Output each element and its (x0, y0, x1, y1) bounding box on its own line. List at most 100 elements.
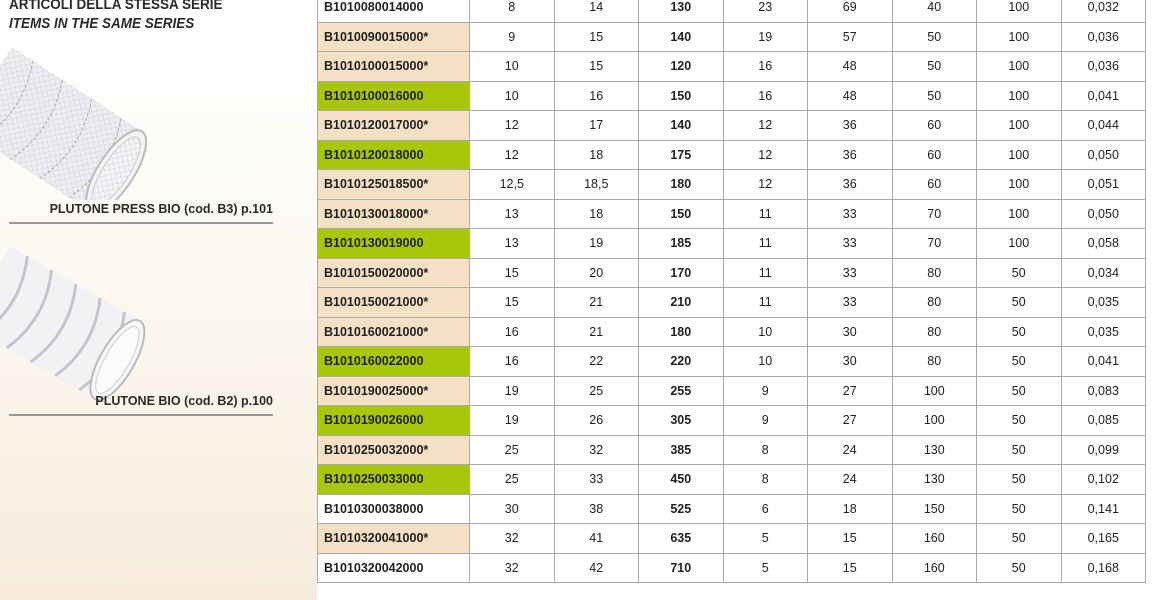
table-cell: 11 (722, 198, 808, 229)
table-cell: 175 (638, 139, 724, 170)
table-cell: 25 (469, 434, 555, 465)
table-row: B1010120018000 12 18 175 12 36 60 100 0,050 (317, 139, 1146, 170)
table-cell: 185 (638, 228, 724, 259)
table-cell: 25 (553, 375, 639, 406)
table-cell: 100 (976, 228, 1062, 259)
table-cell: 100 (976, 80, 1062, 111)
table-cell: 12 (722, 169, 808, 200)
table-cell: 9 (722, 405, 808, 436)
product-caption[interactable]: PLUTONE BIO (cod. B2) p.100 (95, 394, 273, 408)
table-cell: 255 (638, 375, 724, 406)
table-cell: 36 (807, 139, 893, 170)
table-cell: 33 (807, 257, 893, 288)
spiral-hose-image[interactable] (0, 240, 170, 400)
table-cell: 27 (807, 405, 893, 436)
table-cell: 17 (553, 110, 639, 141)
table-cell: 50 (891, 21, 977, 52)
table-cell: 25 (469, 464, 555, 495)
table-cell: 9 (469, 21, 555, 52)
article-code: B1010160021000* (317, 316, 470, 347)
table-row: B1010300038000 30 38 525 6 18 150 50 0,141 (317, 493, 1146, 524)
divider (9, 414, 273, 416)
table-cell: 50 (976, 316, 1062, 347)
table-cell: 180 (638, 316, 724, 347)
article-code: B1010190025000* (317, 375, 470, 406)
table-cell: 5 (722, 552, 808, 583)
section-title-english: ITEMS IN THE SAME SERIES (9, 15, 195, 32)
table-cell: 15 (553, 21, 639, 52)
table-cell: 13 (469, 198, 555, 229)
table-cell: 0,051 (1060, 169, 1146, 200)
table-cell: 450 (638, 464, 724, 495)
table-cell: 0,035 (1060, 287, 1146, 318)
table-cell: 19 (722, 21, 808, 52)
table-cell: 24 (807, 434, 893, 465)
table-row: B1010150020000* 15 20 170 11 33 80 50 0,034 (317, 257, 1146, 288)
article-code: B1010320042000 (317, 552, 470, 583)
table-cell: 305 (638, 405, 724, 436)
table-cell: 100 (976, 0, 1062, 23)
table-cell: 50 (976, 257, 1062, 288)
table-cell: 140 (638, 110, 724, 141)
table-cell: 50 (976, 375, 1062, 406)
table-cell: 15 (469, 257, 555, 288)
table-cell: 16 (469, 316, 555, 347)
table-cell: 0,058 (1060, 228, 1146, 259)
table-cell: 100 (976, 198, 1062, 229)
table-row: B1010120017000* 12 17 140 12 36 60 100 0,044 (317, 110, 1146, 141)
table-cell: 160 (891, 552, 977, 583)
table-cell: 0,085 (1060, 405, 1146, 436)
table-row: B1010100015000* 10 15 120 16 48 50 100 0,036 (317, 51, 1146, 82)
table-cell: 12 (722, 139, 808, 170)
article-code: B1010190026000 (317, 405, 470, 436)
table-row: B1010130018000* 13 18 150 11 33 70 100 0,050 (317, 198, 1146, 229)
table-cell: 15 (807, 523, 893, 554)
article-code: B1010090015000* (317, 21, 470, 52)
table-cell: 0,034 (1060, 257, 1146, 288)
table-cell: 80 (891, 316, 977, 347)
article-code: B1010120017000* (317, 110, 470, 141)
table-cell: 18 (807, 493, 893, 524)
article-code: B1010080014000 (317, 0, 470, 23)
braided-hose-image[interactable] (0, 35, 170, 200)
table-cell: 0,165 (1060, 523, 1146, 554)
table-cell: 140 (638, 21, 724, 52)
table-cell: 385 (638, 434, 724, 465)
table-cell: 130 (891, 464, 977, 495)
table-cell: 18 (553, 198, 639, 229)
section-title-italian: ARTICOLI DELLA STESSA SERIE (9, 0, 223, 13)
article-code: B1010130018000* (317, 198, 470, 229)
table-cell: 26 (553, 405, 639, 436)
table-cell: 10 (469, 51, 555, 82)
table-cell: 60 (891, 139, 977, 170)
table-cell: 130 (891, 434, 977, 465)
table-cell: 0,050 (1060, 139, 1146, 170)
article-code: B1010250033000 (317, 464, 470, 495)
table-cell: 10 (469, 80, 555, 111)
table-cell: 635 (638, 523, 724, 554)
article-code: B1010300038000 (317, 493, 470, 524)
table-cell: 14 (553, 0, 639, 23)
table-cell: 32 (553, 434, 639, 465)
table-cell: 50 (976, 346, 1062, 377)
article-code: B1010160022000 (317, 346, 470, 377)
table-cell: 50 (976, 552, 1062, 583)
table-cell: 19 (469, 375, 555, 406)
table-cell: 16 (469, 346, 555, 377)
table-cell: 22 (553, 346, 639, 377)
table-cell: 160 (891, 523, 977, 554)
table-cell: 15 (469, 287, 555, 318)
table-cell: 210 (638, 287, 724, 318)
table-cell: 48 (807, 51, 893, 82)
table-cell: 5 (722, 523, 808, 554)
product-caption[interactable]: PLUTONE PRESS BIO (cod. B3) p.101 (49, 202, 273, 216)
table-row: B1010190025000* 19 25 255 9 27 100 50 0,083 (317, 375, 1146, 406)
product-table: B1010080014000 8 14 130 23 69 40 100 0,032 B10100… (317, 0, 1146, 583)
table-cell: 0,141 (1060, 493, 1146, 524)
article-code: B1010150020000* (317, 257, 470, 288)
table-cell: 710 (638, 552, 724, 583)
table-cell: 21 (553, 287, 639, 318)
table-cell: 50 (976, 493, 1062, 524)
table-cell: 40 (891, 0, 977, 23)
table-row: B1010130019000 13 19 185 11 33 70 100 0,058 (317, 228, 1146, 259)
